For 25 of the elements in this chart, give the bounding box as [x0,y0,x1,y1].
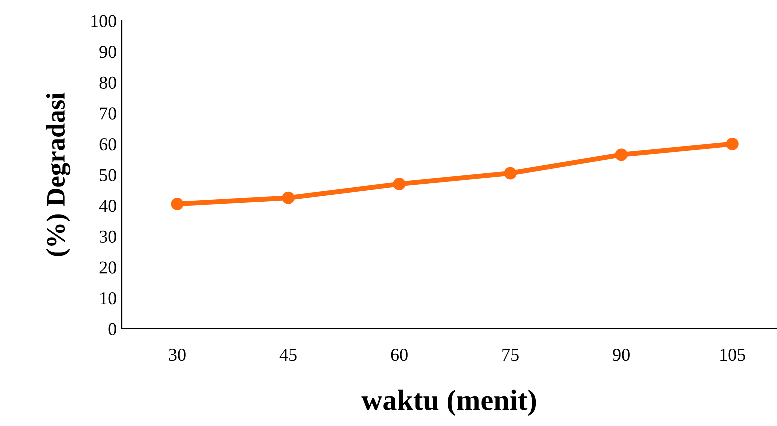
y-tick-label: 10 [100,292,116,305]
x-axis-title: waktu (menit) [362,390,536,416]
y-tick-label: 20 [100,262,116,274]
x-tick-label: 30 [169,348,186,362]
x-tick-label: 60 [391,348,408,362]
y-axis-title: (%) Degradasi [46,92,71,256]
y-tick-label: 90 [100,46,116,58]
y-tick-label: 40 [99,200,116,212]
y-tick-label: 50 [100,169,116,182]
y-tick-label: 100 [92,15,116,28]
point [504,167,517,180]
x-tick-label: 75 [502,349,519,362]
y-tick-label: 70 [100,108,116,120]
point [171,198,184,211]
point [615,148,628,162]
y-tick-label: 0 [108,323,116,336]
point [393,178,406,190]
x-tick-label: 45 [280,349,297,362]
y-tick-label: 60 [100,138,116,151]
point [282,192,295,204]
y-tick-label: 80 [100,76,116,90]
point [726,138,739,150]
x-tick-label: 105 [720,348,746,362]
y-tick-label: 30 [100,230,116,244]
x-tick-label: 90 [613,348,630,362]
